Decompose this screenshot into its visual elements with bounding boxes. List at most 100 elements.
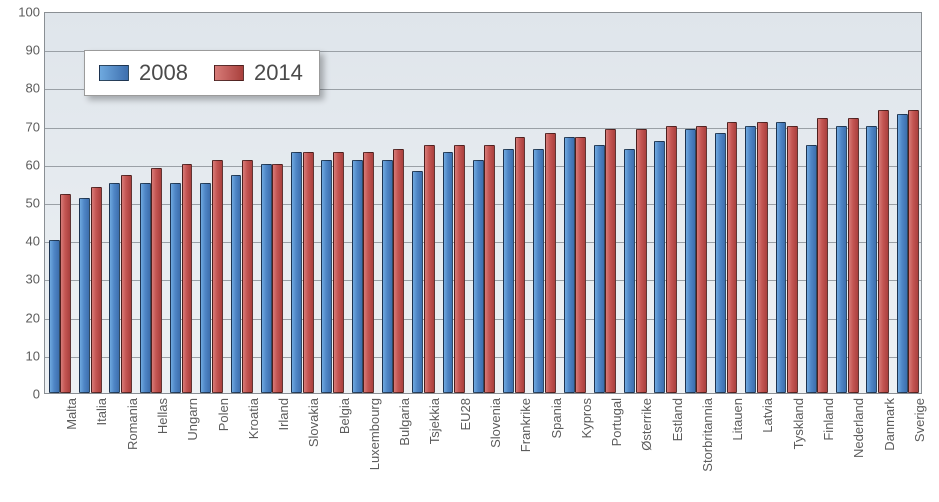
- bar-2014: [848, 118, 859, 393]
- bar-2008: [533, 149, 544, 393]
- x-tick-label: Nederland: [851, 398, 866, 498]
- x-tick-label: Malta: [64, 398, 79, 498]
- bar-2014: [545, 133, 556, 393]
- x-tick-label: Danmark: [882, 398, 897, 498]
- bar-2008: [503, 149, 514, 393]
- bar-2014: [182, 164, 193, 393]
- bar-2014: [757, 122, 768, 393]
- x-tick-label: Østerrike: [639, 398, 654, 498]
- bar-2008: [140, 183, 151, 393]
- bar-2014: [242, 160, 253, 393]
- y-tick-label: 20: [6, 310, 40, 325]
- bar-2014: [727, 122, 738, 393]
- y-tick-label: 0: [6, 387, 40, 402]
- legend-swatch-2014: [214, 65, 244, 81]
- bar-2008: [776, 122, 787, 393]
- legend: 2008 2014: [84, 50, 320, 96]
- legend-item-2014: 2014: [214, 60, 303, 86]
- bar-2014: [272, 164, 283, 393]
- bar-2008: [564, 137, 575, 393]
- legend-label: 2014: [254, 60, 303, 86]
- bar-2008: [291, 152, 302, 393]
- legend-swatch-2008: [99, 65, 129, 81]
- bar-2014: [333, 152, 344, 393]
- x-tick-label: Irland: [276, 398, 291, 498]
- bar-2008: [866, 126, 877, 393]
- bar-2014: [575, 137, 586, 393]
- x-tick-label: Litauen: [730, 398, 745, 498]
- bar-2008: [382, 160, 393, 393]
- x-tick-label: Kypros: [579, 398, 594, 498]
- bar-2008: [745, 126, 756, 393]
- bar-2008: [412, 171, 423, 393]
- bar-2014: [121, 175, 132, 393]
- y-tick-label: 60: [6, 157, 40, 172]
- x-tick-label: Sverige: [912, 398, 927, 498]
- x-tick-label: Kroatia: [246, 398, 261, 498]
- bar-2008: [897, 114, 908, 393]
- bar-2014: [303, 152, 314, 393]
- x-tick-label: Estland: [670, 398, 685, 498]
- bar-2014: [454, 145, 465, 393]
- bar-2008: [170, 183, 181, 393]
- bar-2014: [817, 118, 828, 393]
- y-tick-label: 10: [6, 348, 40, 363]
- bar-2008: [806, 145, 817, 393]
- bar-2014: [212, 160, 223, 393]
- y-tick-label: 80: [6, 81, 40, 96]
- employment-rate-chart: 2008 2014 0 10 20 30 40 50 60 70 80 90 100 Malta Ita…: [0, 0, 939, 502]
- bar-2008: [654, 141, 665, 393]
- bar-2008: [79, 198, 90, 393]
- x-tick-label: Storbritannia: [700, 398, 715, 498]
- bar-2014: [363, 152, 374, 393]
- y-tick-label: 90: [6, 43, 40, 58]
- bar-2014: [636, 129, 647, 393]
- x-tick-label: Luxembourg: [367, 398, 382, 498]
- bar-2008: [321, 160, 332, 393]
- bar-2008: [261, 164, 272, 393]
- bar-2014: [515, 137, 526, 393]
- x-tick-label: Slovakia: [306, 398, 321, 498]
- bar-2014: [787, 126, 798, 393]
- x-tick-label: Belgia: [337, 398, 352, 498]
- bar-2008: [473, 160, 484, 393]
- x-tick-label: Italia: [94, 398, 109, 498]
- bar-2014: [666, 126, 677, 393]
- x-tick-label: Finland: [821, 398, 836, 498]
- bar-2008: [836, 126, 847, 393]
- bar-2014: [60, 194, 71, 393]
- bar-2014: [908, 110, 919, 393]
- bar-2008: [231, 175, 242, 393]
- bar-2008: [200, 183, 211, 393]
- bar-2014: [605, 129, 616, 393]
- bar-2008: [594, 145, 605, 393]
- y-tick-label: 70: [6, 119, 40, 134]
- x-tick-label: Tsjekkia: [427, 398, 442, 498]
- bar-2014: [424, 145, 435, 393]
- y-tick-label: 100: [6, 5, 40, 20]
- legend-item-2008: 2008: [99, 60, 188, 86]
- bar-2008: [109, 183, 120, 393]
- x-tick-label: Bulgaria: [397, 398, 412, 498]
- x-tick-label: Tyskland: [791, 398, 806, 498]
- bar-2008: [49, 240, 60, 393]
- bar-2014: [878, 110, 889, 393]
- bar-2014: [696, 126, 707, 393]
- legend-label: 2008: [139, 60, 188, 86]
- bar-2014: [151, 168, 162, 393]
- y-tick-label: 40: [6, 234, 40, 249]
- x-tick-label: Slovenia: [488, 398, 503, 498]
- bar-2008: [715, 133, 726, 393]
- y-tick-label: 30: [6, 272, 40, 287]
- x-tick-label: EU28: [458, 398, 473, 498]
- bar-2014: [393, 149, 404, 393]
- x-tick-label: Latvia: [760, 398, 775, 498]
- x-tick-label: Spania: [549, 398, 564, 498]
- bar-2014: [91, 187, 102, 393]
- bar-2008: [443, 152, 454, 393]
- x-tick-label: Ungarn: [185, 398, 200, 498]
- y-tick-label: 50: [6, 196, 40, 211]
- x-tick-label: Hellas: [155, 398, 170, 498]
- x-tick-label: Polen: [216, 398, 231, 498]
- bar-2008: [624, 149, 635, 393]
